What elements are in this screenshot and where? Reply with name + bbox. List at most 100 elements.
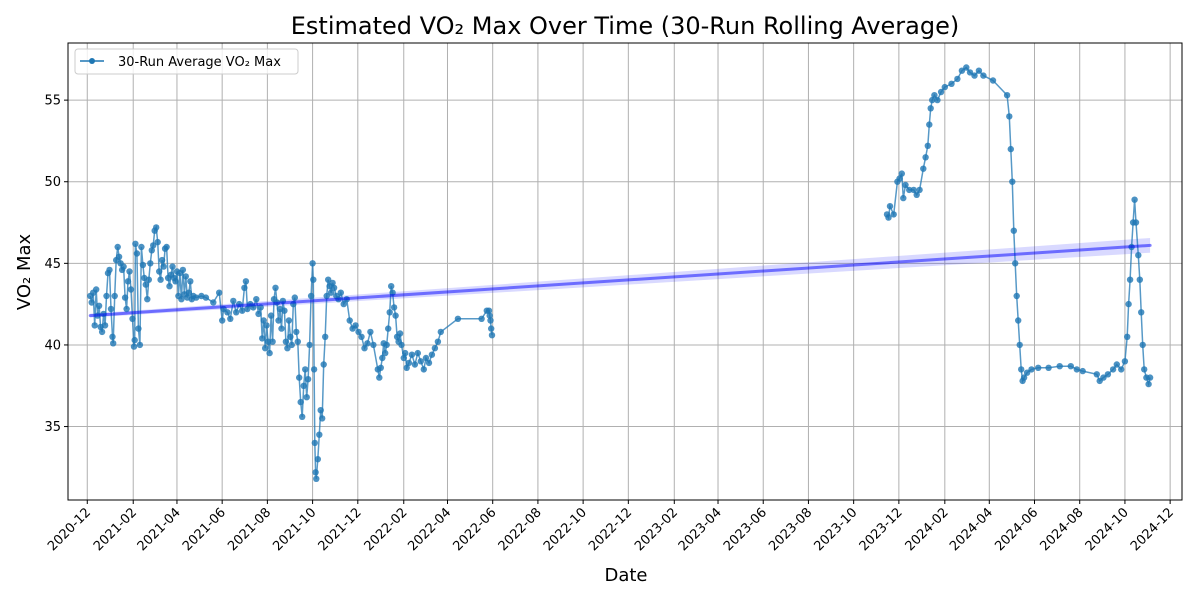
data-point — [383, 341, 390, 349]
data-point — [172, 278, 179, 285]
data-point — [320, 361, 327, 368]
data-point — [131, 336, 138, 344]
data-point — [1018, 366, 1025, 373]
gridlines — [68, 43, 1182, 500]
data-point — [123, 305, 130, 313]
series-lines — [89, 66, 1151, 479]
data-point — [299, 413, 306, 420]
data-point — [340, 300, 347, 308]
x-tick-label: 2022-06 — [451, 505, 500, 554]
data-point — [241, 284, 248, 291]
data-point — [114, 243, 121, 251]
data-point — [264, 338, 272, 345]
trend-line — [88, 243, 1152, 318]
data-point — [370, 341, 377, 349]
data-point — [120, 263, 127, 270]
data-point — [244, 305, 251, 313]
data-point — [1013, 292, 1020, 300]
x-tick-label: 2024-04 — [947, 505, 996, 554]
data-point — [98, 328, 106, 336]
data-point — [163, 243, 170, 251]
data-point — [941, 83, 948, 91]
data-point — [1006, 113, 1013, 120]
data-point — [390, 304, 398, 311]
data-point — [147, 260, 154, 267]
data-point — [302, 366, 309, 373]
data-point — [966, 69, 974, 76]
data-point — [148, 247, 155, 254]
data-point — [1010, 227, 1017, 234]
data-point — [963, 64, 970, 71]
data-point — [361, 345, 368, 352]
data-point — [1145, 380, 1152, 388]
data-point — [425, 359, 433, 367]
data-point — [312, 469, 319, 476]
data-point — [1121, 358, 1129, 365]
data-point — [133, 250, 141, 257]
data-point — [377, 364, 384, 371]
data-point — [364, 340, 371, 347]
data-point — [1135, 252, 1142, 259]
data-point — [303, 394, 310, 401]
data-point — [934, 96, 941, 104]
data-point — [352, 322, 359, 329]
data-point — [216, 289, 223, 296]
data-point — [317, 407, 324, 414]
data-point — [275, 317, 282, 324]
data-point — [219, 317, 226, 324]
data-point — [158, 256, 166, 264]
data-point — [376, 374, 383, 381]
data-point — [1136, 276, 1144, 283]
data-point — [913, 191, 920, 198]
data-point — [309, 260, 316, 267]
data-point — [431, 345, 439, 352]
data-point — [1100, 374, 1107, 381]
data-point — [989, 77, 997, 84]
data-point — [242, 278, 250, 285]
data-point — [1141, 366, 1148, 373]
data-point — [488, 332, 496, 339]
data-point — [405, 359, 413, 367]
data-point — [1067, 363, 1075, 370]
data-point — [278, 325, 285, 332]
data-point — [111, 292, 118, 300]
data-point — [1138, 309, 1145, 316]
x-tick-label: 2024-06 — [992, 505, 1041, 554]
data-point — [109, 333, 116, 340]
data-point — [1045, 364, 1052, 371]
data-point — [91, 322, 98, 329]
data-point — [1126, 276, 1134, 283]
data-point — [1028, 366, 1035, 373]
data-point — [948, 80, 955, 88]
data-point — [408, 351, 416, 358]
legend-marker-swatch — [89, 58, 95, 64]
x-tick-label: 2021-08 — [225, 505, 274, 554]
data-point — [224, 309, 231, 316]
data-point — [1003, 92, 1011, 99]
data-point — [1146, 374, 1154, 381]
x-tick-label: 2022-02 — [362, 505, 411, 554]
data-point — [129, 315, 136, 322]
data-point — [210, 299, 217, 306]
data-point — [310, 276, 317, 283]
chart-title: Estimated VO₂ Max Over Time (30-Run Roll… — [291, 12, 959, 40]
data-point — [906, 186, 913, 194]
x-tick-label: 2022-10 — [541, 505, 590, 554]
data-point — [400, 354, 407, 362]
data-point — [127, 286, 135, 293]
data-point — [931, 92, 938, 99]
data-point — [1020, 374, 1028, 381]
data-point — [890, 211, 897, 218]
data-point — [1007, 145, 1014, 153]
data-point — [927, 105, 934, 112]
data-point — [255, 310, 262, 318]
data-point — [263, 322, 270, 329]
data-point — [382, 349, 389, 357]
data-point — [294, 338, 301, 345]
data-point — [239, 307, 246, 314]
data-point — [388, 283, 395, 290]
data-point — [1118, 366, 1125, 373]
y-axis-ticks: 35 40 45 50 55 — [44, 94, 68, 435]
data-point — [281, 307, 288, 314]
